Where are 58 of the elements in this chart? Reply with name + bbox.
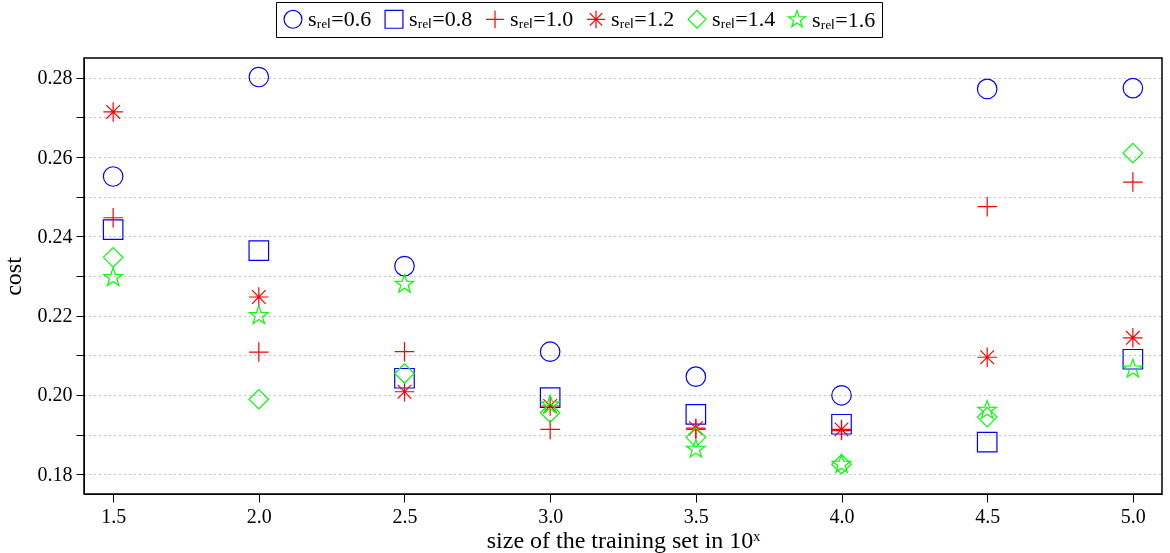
point	[831, 384, 852, 406]
legend-label: sᵣₑₗ=1.0	[510, 6, 574, 32]
point	[248, 286, 270, 308]
point	[685, 426, 707, 448]
point	[976, 78, 998, 100]
point	[1123, 358, 1143, 378]
point	[102, 166, 124, 187]
point	[1122, 327, 1144, 349]
point	[685, 403, 707, 425]
y-tick-label: 0.26	[37, 145, 73, 168]
point	[1122, 348, 1144, 370]
point	[977, 400, 998, 419]
point	[831, 413, 852, 435]
point	[394, 363, 415, 384]
point	[248, 66, 270, 88]
x-axis-title: size of the training set in 10ˣ	[486, 526, 761, 553]
legend-label: sᵣₑₗ=0.6	[308, 6, 372, 32]
point	[248, 305, 269, 325]
x-tick-label: 3.0	[538, 504, 564, 527]
point	[394, 341, 415, 363]
legend-label: sᵣₑₗ=1.6	[812, 6, 876, 32]
x-tick-label: 4.5	[975, 504, 1001, 527]
point	[248, 341, 270, 363]
point	[102, 101, 124, 123]
point	[976, 346, 998, 368]
x-tick-label: 5.0	[1120, 504, 1146, 527]
x-tick-label: 2.0	[246, 504, 272, 527]
y-tick-label: 0.20	[37, 383, 73, 406]
point	[394, 273, 415, 293]
point	[394, 255, 415, 277]
x-tick-label: 3.5	[683, 504, 709, 527]
y-tick-label: 0.22	[37, 304, 73, 327]
point	[103, 267, 123, 287]
x-tick-label: 4.0	[829, 504, 855, 527]
point	[394, 367, 415, 389]
y-axis-title: cost	[0, 256, 26, 296]
point	[1122, 77, 1144, 99]
point	[394, 381, 415, 403]
x-tick-label: 1.5	[101, 504, 127, 527]
y-tick-label: 0.18	[37, 462, 73, 485]
legend-label: sᵣₑₗ=1.2	[611, 6, 675, 32]
point	[539, 402, 561, 424]
legend-label: sᵣₑₗ=1.4	[712, 6, 776, 32]
y-tick-label: 0.24	[37, 224, 73, 247]
point	[102, 219, 124, 240]
point	[102, 247, 124, 268]
point	[539, 387, 561, 409]
point	[248, 388, 270, 410]
point	[976, 431, 998, 453]
legend-label: sᵣₑₗ=0.8	[409, 6, 473, 32]
point	[248, 240, 270, 261]
point	[685, 438, 706, 458]
point	[976, 406, 998, 428]
y-tick-label: 0.28	[37, 66, 73, 89]
point	[539, 341, 561, 363]
x-tick-label: 2.5	[392, 504, 418, 527]
point	[1122, 142, 1144, 164]
point	[685, 366, 707, 387]
